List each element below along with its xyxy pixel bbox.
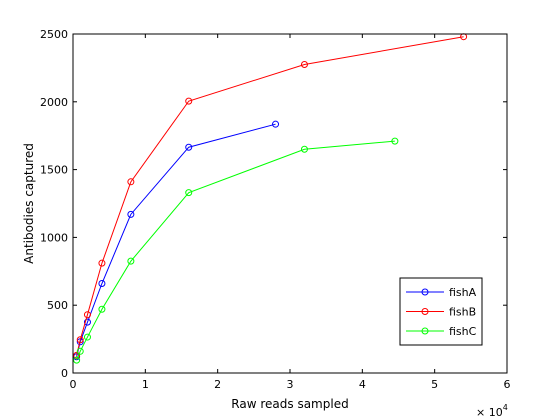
y-axis-label: Antibodies captured [22, 143, 36, 264]
data-point-fishC [83, 333, 91, 341]
data-point-fishA [272, 120, 280, 128]
y-tick-label: 0 [61, 367, 68, 380]
x-tick-label: 2 [214, 378, 221, 391]
data-point-fishB [73, 351, 81, 359]
x-axis-multiplier-base: × 10 [476, 406, 503, 419]
x-tick-label: 3 [287, 378, 294, 391]
data-point-fishC [73, 356, 81, 364]
legend-label-fishB: fishB [449, 306, 476, 319]
series-layer [73, 33, 468, 364]
data-point-fishB [185, 97, 193, 105]
x-tick-label: 5 [431, 378, 438, 391]
y-tick-label: 2000 [40, 96, 68, 109]
x-tick-label: 1 [142, 378, 149, 391]
data-point-fishC [76, 347, 84, 355]
x-axis-multiplier-exponent: 4 [503, 403, 508, 412]
y-tick-label: 500 [47, 299, 68, 312]
data-point-fishC [300, 145, 308, 153]
ticks-layer: 0 1 2 3 4 5 6 0 500 1000 1500 2000 2500 [40, 28, 511, 391]
data-point-fishA [83, 318, 91, 326]
legend-marker-fishB [421, 308, 429, 315]
legend-marker-fishC [421, 327, 429, 335]
x-axis-label: Raw reads sampled [231, 397, 348, 411]
x-tick-label: 4 [359, 378, 366, 391]
y-tick-label: 1500 [40, 164, 68, 177]
x-tick-label: 0 [70, 378, 77, 391]
y-tick-label: 1000 [40, 231, 68, 244]
data-point-fishA [185, 143, 193, 151]
data-point-fishB [300, 61, 308, 69]
series-line-fishB [76, 36, 464, 356]
data-point-fishB [127, 178, 135, 186]
y-tick-label: 2500 [40, 28, 68, 41]
data-point-fishC [127, 257, 135, 265]
data-point-fishB [83, 311, 91, 319]
legend-label-fishA: fishA [449, 286, 477, 299]
data-point-fishA [98, 280, 106, 288]
x-axis-multiplier: × 104 [476, 403, 508, 419]
x-tick-label: 6 [504, 378, 511, 391]
data-point-fishC [185, 189, 193, 197]
data-point-fishA [127, 210, 135, 218]
legend-label-fishC: fishC [449, 325, 477, 338]
legend: fishA fishB fishC [399, 277, 483, 346]
data-point-fishC [391, 137, 399, 145]
data-point-fishC [98, 305, 106, 313]
data-point-fishB [76, 336, 84, 344]
data-point-fishB [98, 259, 106, 267]
legend-marker-fishA [421, 288, 429, 296]
